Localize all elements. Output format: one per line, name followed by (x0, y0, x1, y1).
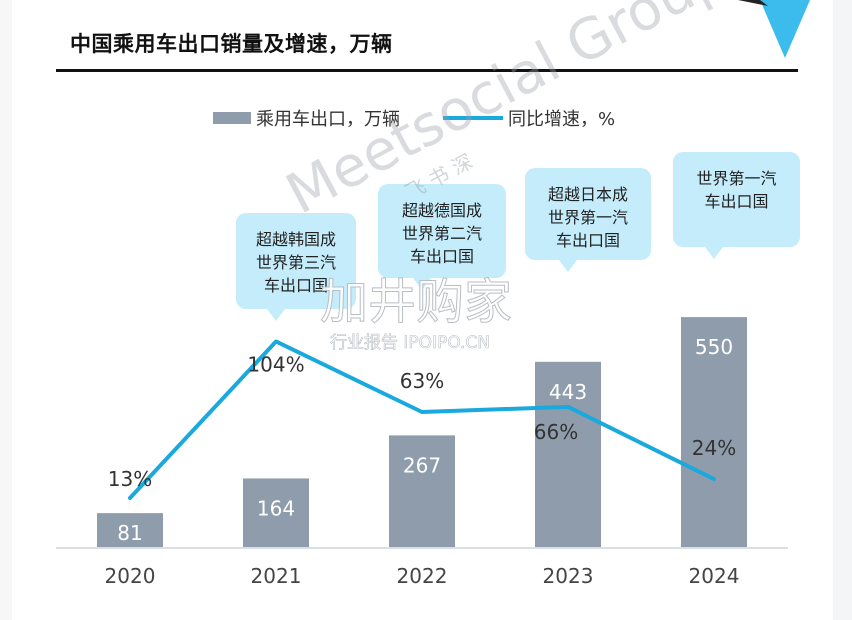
line-value-label: 63% (400, 369, 444, 393)
callout-text: 世界第三汽 (256, 253, 336, 272)
bar-2021 (243, 478, 309, 547)
line-value-label: 104% (247, 352, 304, 376)
callout-text: 超越日本成 (548, 185, 628, 204)
left-edge (0, 0, 12, 620)
line-value-label: 24% (692, 436, 736, 460)
x-tick-label: 2023 (543, 564, 594, 588)
legend-line-label: 同比增速，% (508, 109, 615, 130)
callout-text: 车出口国 (410, 247, 474, 266)
bar-value-label: 81 (117, 521, 142, 545)
callout-pointer (559, 260, 577, 272)
corner-arrow-icon (738, 0, 810, 58)
x-tick-label: 2024 (689, 564, 740, 588)
callout-text: 世界第一汽 (696, 169, 776, 188)
callout-box (378, 184, 506, 278)
callout-text: 车出口国 (704, 192, 768, 211)
callout-pointer (267, 309, 285, 321)
callout-text: 世界第一汽 (548, 208, 628, 227)
chart-title: 中国乘用车出口销量及增速，万辆 (70, 32, 393, 56)
site-watermark-name: 加井购家 (320, 274, 512, 330)
bar-value-label: 267 (403, 453, 441, 477)
callout-text: 超越韩国成 (256, 230, 336, 249)
legend: 乘用车出口，万辆 同比增速，% (213, 109, 615, 130)
callout-text: 世界第二汽 (402, 224, 482, 243)
site-watermark-sub: 行业报告 IPOIPO.CN (330, 333, 490, 353)
callout-box (236, 213, 356, 309)
title-divider (56, 69, 798, 72)
callout-text: 车出口国 (556, 231, 620, 250)
bar-value-label: 164 (257, 496, 295, 520)
corner-arrow-shape (760, 0, 810, 58)
bar-2023 (535, 361, 601, 547)
bar-2020 (97, 513, 163, 547)
callout-pointer (705, 247, 723, 259)
callout-box (525, 168, 651, 260)
line-value-label: 66% (534, 420, 578, 444)
line-value-label: 13% (108, 467, 152, 491)
legend-bar-label: 乘用车出口，万辆 (256, 109, 400, 130)
x-tick-label: 2021 (251, 564, 302, 588)
callout-box (673, 152, 800, 247)
x-tick-label: 2022 (397, 564, 448, 588)
bar-value-label: 443 (549, 380, 587, 404)
legend-bar-swatch (213, 112, 251, 124)
callout-text: 超越德国成 (402, 201, 482, 220)
bar-2024 (681, 317, 747, 547)
x-tick-label: 2020 (105, 564, 156, 588)
right-edge (833, 0, 852, 620)
callout-text: 车出口国 (264, 276, 328, 295)
corner-arrow-dark (738, 0, 768, 6)
bar-value-label: 550 (695, 335, 733, 359)
callout-pointer (413, 278, 431, 290)
bar-2022 (389, 435, 455, 547)
